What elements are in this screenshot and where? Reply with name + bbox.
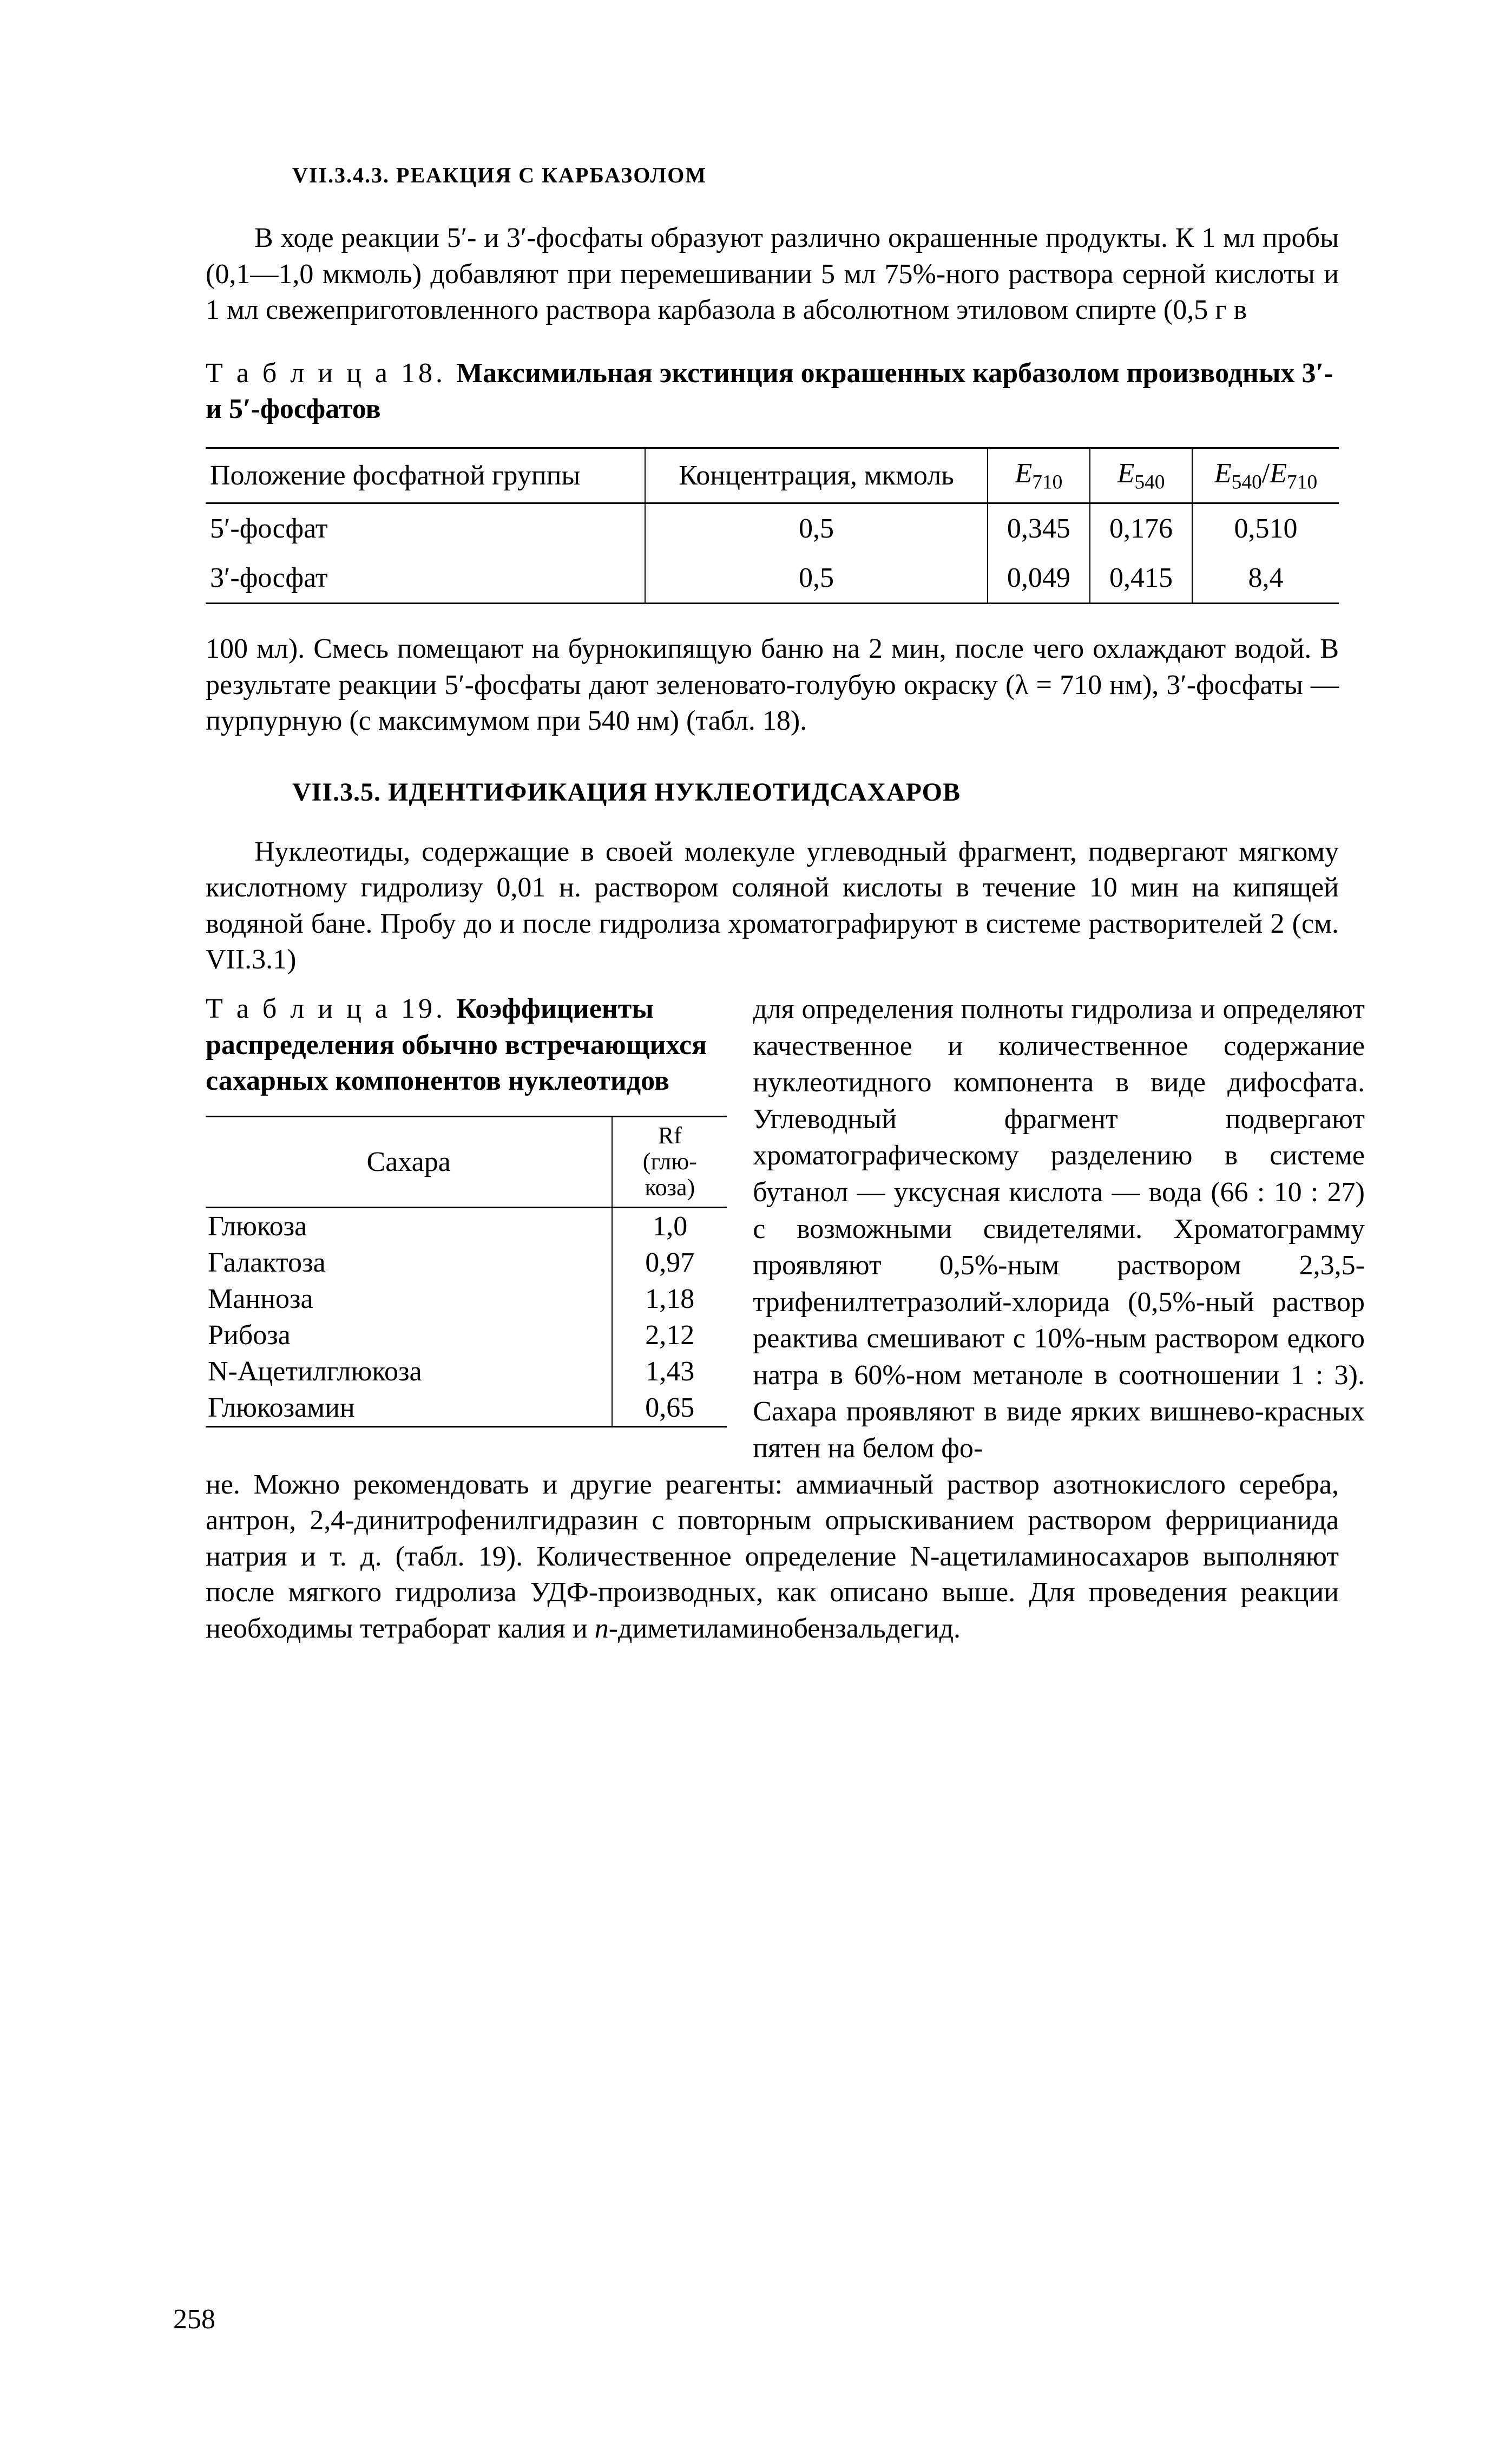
table-row: Глюкозамин0,65 [206,1390,727,1427]
table-19: Сахара Rf(глю-коза) Глюкоза1,0 Галактоза… [206,1116,727,1428]
table19-caption-lead: Т а б л и ц а 19. [206,993,456,1024]
table-row: N-Ацетилглюкоза1,43 [206,1353,727,1390]
cell: Глюкозамин [206,1390,612,1427]
cell: Манноза [206,1281,612,1317]
cell: 0,65 [612,1390,727,1427]
cell: 0,5 [645,503,988,554]
cell: Галактоза [206,1245,612,1281]
table-row: Рибоза2,12 [206,1317,727,1353]
section-heading-h2: VII.3.5. ИДЕНТИФИКАЦИЯ НУКЛЕОТИДСАХАРОВ [292,777,1339,807]
cell: Глюкоза [206,1207,612,1245]
paragraph-2: 100 мл). Смесь помещают на бурнокипящую … [206,631,1339,739]
table-18: Положение фосфатной группы Концентрация,… [206,447,1339,604]
t19-h-rf: Rf(глю-коза) [612,1116,727,1207]
cell: 1,18 [612,1281,727,1317]
page: VII.3.4.3. РЕАКЦИЯ С КАРБАЗОЛОМ В ходе р… [0,0,1512,2449]
table-row: 3′-фосфат 0,5 0,049 0,415 8,4 [206,553,1339,604]
cell: N-Ацетилглюкоза [206,1353,612,1390]
cell: 1,43 [612,1353,727,1390]
cell: 8,4 [1192,553,1339,604]
cell: 0,97 [612,1245,727,1281]
table-row: Манноза1,18 [206,1281,727,1317]
cell: 2,12 [612,1317,727,1353]
cell: Рибоза [206,1317,612,1353]
table-row: Глюкоза1,0 [206,1207,727,1245]
paragraph-1: В ходе реакции 5′- и 3′-фосфаты образуют… [206,220,1339,329]
cell: 3′-фосфат [206,553,645,604]
page-number: 258 [173,2303,215,2335]
t18-h2: Концентрация, мкмоль [645,448,988,503]
table19-caption: Т а б л и ц а 19. Коэффициенты распредел… [206,991,727,1099]
cell: 0,415 [1090,553,1192,604]
table18-caption-lead: Т а б л и ц а 18. [206,358,456,389]
paragraph-3: Нуклеотиды, содержащие в своей молекуле … [206,834,1339,978]
table-row: 5′-фосфат 0,5 0,345 0,176 0,510 [206,503,1339,554]
section-heading-small: VII.3.4.3. РЕАКЦИЯ С КАРБАЗОЛОМ [292,162,1339,188]
cell: 0,345 [988,503,1090,554]
cell: 0,5 [645,553,988,604]
paragraph-after: не. Можно рекомендовать и другие реагент… [206,1467,1339,1647]
t19-h-name: Сахара [206,1116,612,1207]
t18-h3: E710 [988,448,1090,503]
cell: 0,176 [1090,503,1192,554]
left-column: Т а б л и ц а 19. Коэффициенты распредел… [206,991,727,1467]
cell: 1,0 [612,1207,727,1245]
cell: 5′-фосфат [206,503,645,554]
cell: 0,049 [988,553,1090,604]
right-column-text: для определения полноты гидролиза и опре… [753,991,1365,1467]
right-column: для определения полноты гидролиза и опре… [753,991,1365,1467]
t18-h5: E540/E710 [1192,448,1339,503]
t18-h4: E540 [1090,448,1192,503]
table18-caption: Т а б л и ц а 18. Максимильная экстинция… [206,356,1339,428]
table-row: Галактоза0,97 [206,1245,727,1281]
t18-h1: Положение фосфатной группы [206,448,645,503]
two-column-area: Т а б л и ц а 19. Коэффициенты распредел… [206,991,1339,1467]
cell: 0,510 [1192,503,1339,554]
